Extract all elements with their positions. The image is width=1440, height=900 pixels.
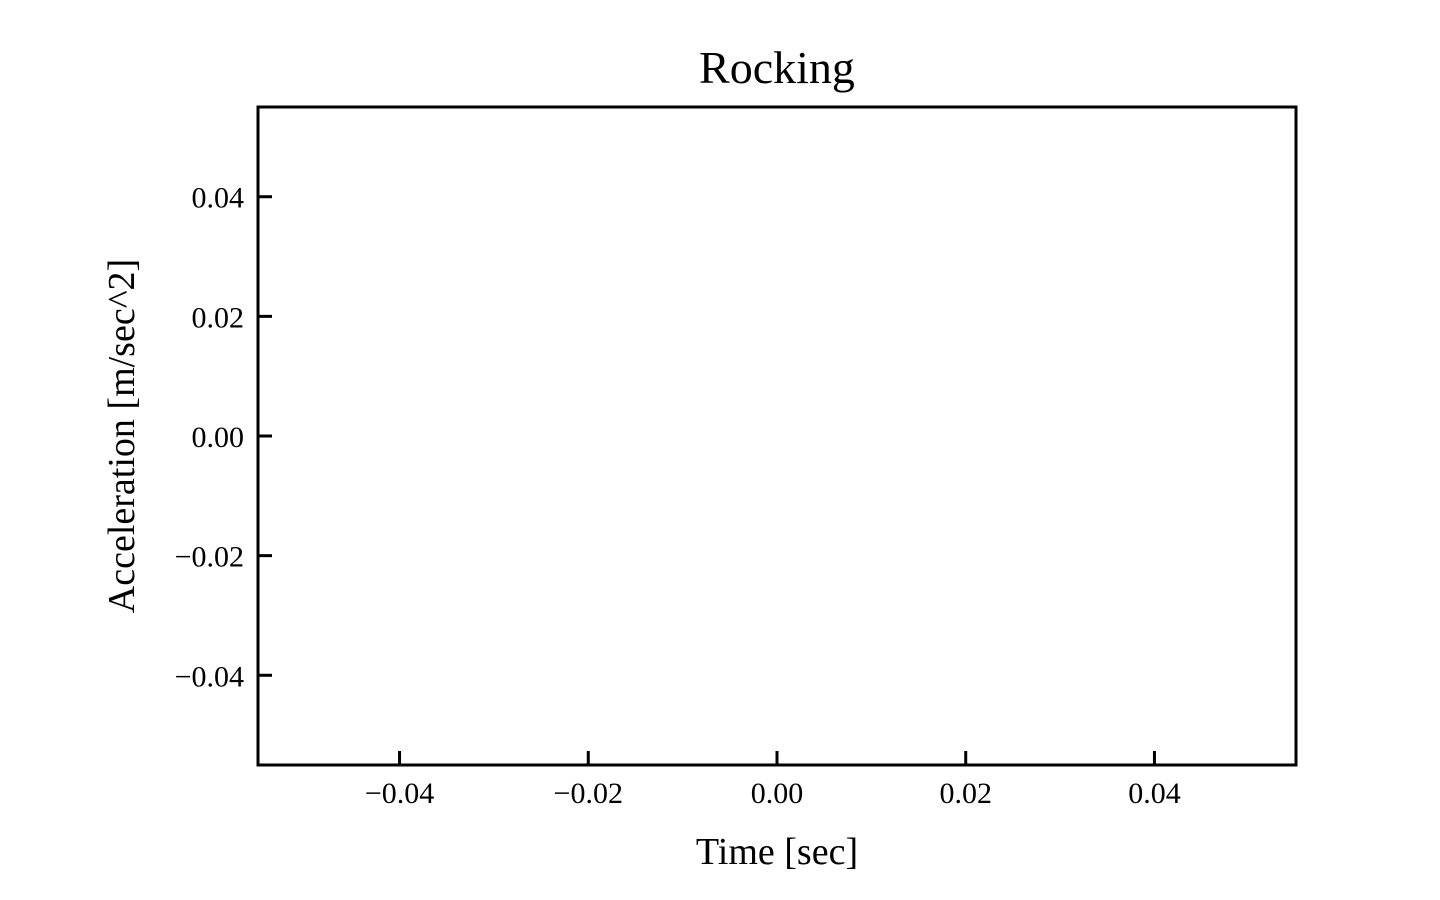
y-tick-label: −0.04 <box>175 660 244 693</box>
chart-title: Rocking <box>699 42 855 93</box>
y-axis-label: Acceleration [m/sec^2] <box>101 259 143 613</box>
x-tick-label: −0.04 <box>365 777 434 810</box>
x-tick-label: 0.02 <box>939 777 992 810</box>
y-tick-label: −0.02 <box>175 541 244 574</box>
x-axis-label: Time [sec] <box>696 831 858 873</box>
x-tick-label: −0.02 <box>554 777 623 810</box>
y-tick-label: 0.04 <box>192 182 245 215</box>
x-tick-label: 0.00 <box>751 777 804 810</box>
x-tick-label: 0.04 <box>1128 777 1181 810</box>
y-tick-label: 0.02 <box>192 301 245 334</box>
y-axis-ticks: 0.04 0.02 0.00 −0.02 −0.04 <box>175 182 272 693</box>
x-axis-ticks: −0.04 −0.02 0.00 0.02 0.04 <box>365 751 1181 810</box>
y-tick-label: 0.00 <box>192 421 245 454</box>
plot-area: −0.04 −0.02 0.00 0.02 0.04 0.04 0.02 0.00 −0.02… <box>175 105 1298 810</box>
